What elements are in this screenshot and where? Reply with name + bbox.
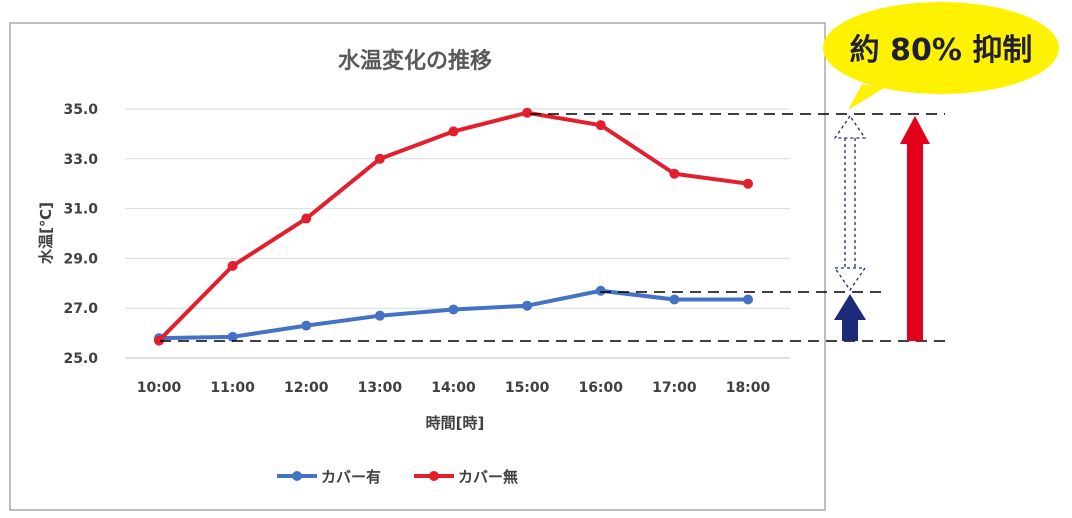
data-point bbox=[154, 335, 164, 346]
legend-label: カバー無 bbox=[458, 468, 518, 486]
callout-ellipse bbox=[823, 2, 1059, 94]
x-axis-label: 時間[時] bbox=[426, 414, 485, 432]
x-tick-label: 16:00 bbox=[578, 380, 623, 396]
red-rise-arrow bbox=[900, 116, 930, 341]
data-point bbox=[227, 260, 238, 271]
data-point bbox=[227, 331, 238, 342]
suppressed-gap-arrow bbox=[833, 114, 867, 292]
gridlines bbox=[125, 108, 790, 359]
navy-rise-arrow bbox=[834, 294, 866, 341]
series-2 bbox=[154, 107, 753, 346]
x-tick-label: 10:00 bbox=[137, 380, 182, 396]
x-tick-label: 18:00 bbox=[726, 380, 771, 396]
y-tick-label: 25.0 bbox=[63, 351, 98, 367]
data-point bbox=[301, 213, 312, 224]
data-point bbox=[374, 153, 385, 164]
legend: カバー有 カバー無 bbox=[277, 468, 518, 486]
x-tick-label: 11:00 bbox=[210, 380, 255, 396]
legend-label: カバー有 bbox=[321, 468, 381, 486]
y-tick-label: 29.0 bbox=[63, 251, 98, 267]
data-point bbox=[448, 304, 459, 315]
legend-swatch-marker bbox=[292, 471, 302, 481]
data-point bbox=[669, 168, 680, 179]
x-tick-label: 15:00 bbox=[505, 380, 550, 396]
data-point bbox=[448, 126, 459, 137]
callout-tail bbox=[848, 84, 884, 110]
legend-item-series-1: カバー有 bbox=[277, 468, 381, 486]
reference-lines bbox=[160, 113, 945, 342]
series-1 bbox=[154, 285, 753, 344]
x-axis-ticks: 10:00 11:00 12:00 13:00 14:00 15:00 16:00 17:00… bbox=[137, 380, 771, 396]
data-point bbox=[595, 120, 606, 131]
gap-arrow-bottom-head bbox=[833, 267, 867, 292]
legend-swatch-marker bbox=[429, 471, 439, 481]
gap-arrow-top-head bbox=[833, 114, 867, 139]
arrow-shaft bbox=[907, 143, 923, 341]
callout-text: 約 80% 抑制 bbox=[850, 33, 1033, 68]
data-point bbox=[743, 294, 753, 305]
data-point bbox=[522, 300, 533, 311]
data-point bbox=[522, 107, 533, 118]
data-point bbox=[374, 310, 385, 321]
arrow-head bbox=[900, 116, 930, 144]
y-tick-label: 31.0 bbox=[63, 202, 98, 218]
chart-frame bbox=[9, 22, 826, 511]
x-tick-label: 12:00 bbox=[284, 380, 329, 396]
y-axis-label: 水温[℃] bbox=[37, 202, 55, 264]
data-point bbox=[669, 294, 680, 305]
y-axis-ticks: 25.0 27.0 29.0 31.0 33.0 35.0 bbox=[63, 102, 98, 367]
data-point bbox=[595, 285, 606, 296]
x-tick-label: 13:00 bbox=[358, 380, 403, 396]
series-layer bbox=[154, 107, 753, 346]
y-tick-label: 27.0 bbox=[63, 301, 98, 317]
x-tick-label: 14:00 bbox=[431, 380, 476, 396]
arrow-head bbox=[834, 294, 866, 320]
y-tick-label: 33.0 bbox=[63, 152, 98, 168]
chart-title: 水温変化の推移 bbox=[338, 48, 492, 74]
legend-item-series-2: カバー無 bbox=[414, 468, 518, 486]
arrow-shaft bbox=[842, 318, 858, 341]
data-point bbox=[743, 178, 753, 189]
callout-bubble: 約 80% 抑制 bbox=[823, 2, 1059, 110]
data-point bbox=[301, 320, 312, 331]
y-tick-label: 35.0 bbox=[63, 102, 98, 118]
x-tick-label: 17:00 bbox=[652, 380, 697, 396]
